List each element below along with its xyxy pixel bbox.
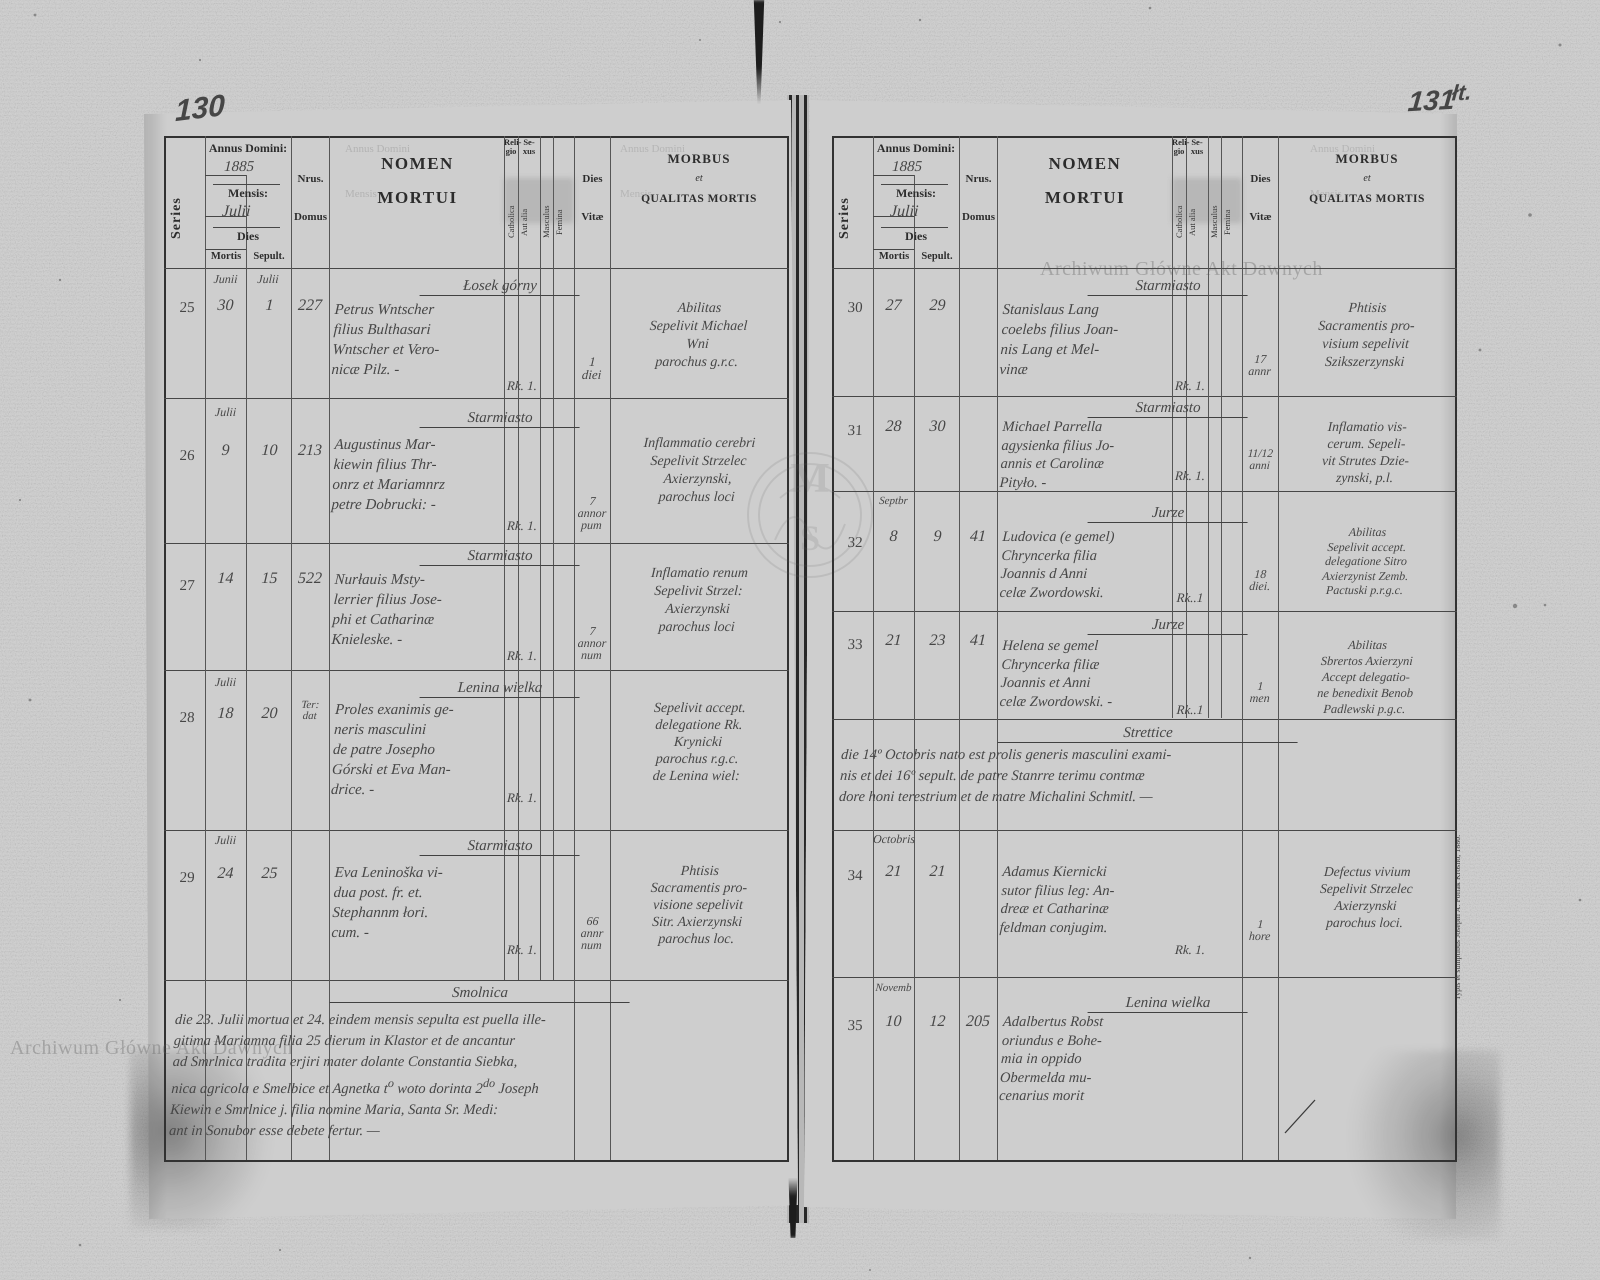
- svg-text:S: S: [800, 518, 820, 558]
- svg-text:M: M: [790, 456, 830, 502]
